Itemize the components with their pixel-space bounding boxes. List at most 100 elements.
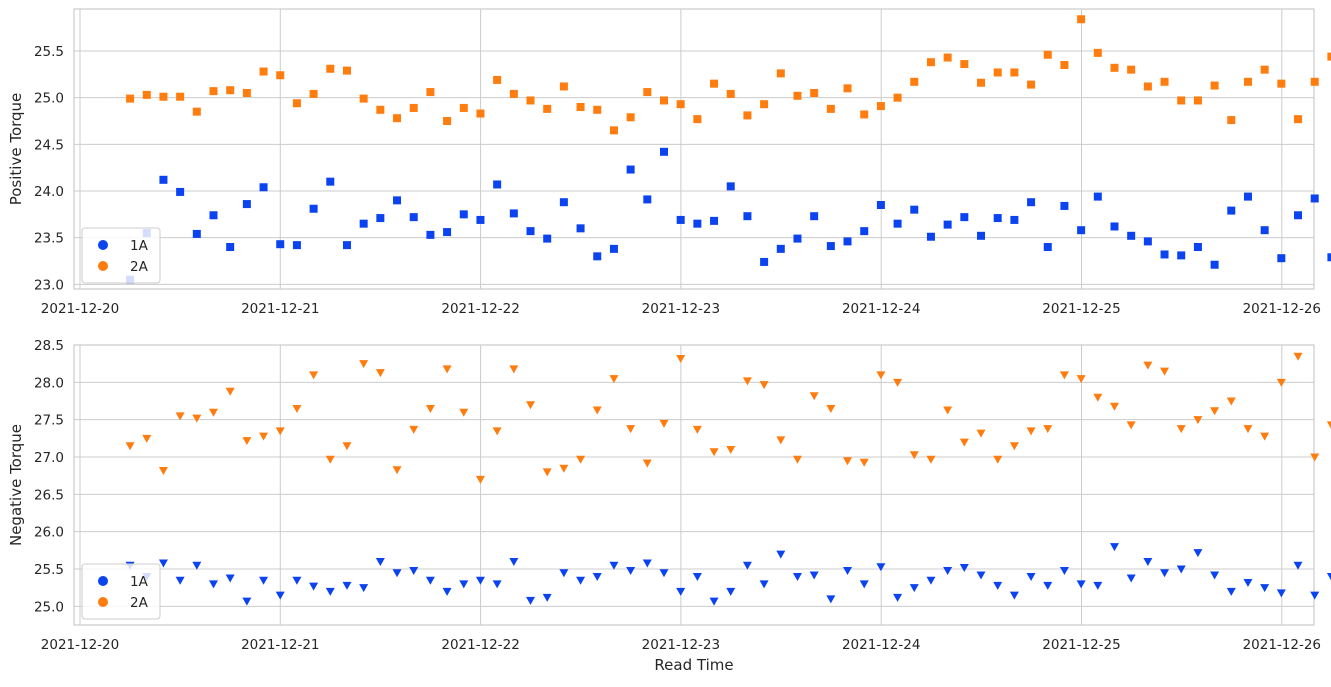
- negative-point-2a: [1027, 427, 1036, 435]
- positive-point-2a: [1277, 80, 1285, 88]
- positive-point-2a: [410, 104, 418, 112]
- positive-point-2a: [710, 80, 718, 88]
- positive-point-1a: [193, 230, 201, 238]
- negative-point-2a: [643, 459, 652, 467]
- positive-point-2a: [527, 96, 535, 104]
- positive-point-1a: [894, 220, 902, 228]
- positive-point-1a: [677, 216, 685, 224]
- positive-x-tick-label: 2021-12-20: [41, 301, 119, 317]
- positive-y-tick-label: 24.0: [34, 184, 64, 200]
- positive-point-2a: [1311, 78, 1319, 86]
- positive-point-1a: [910, 206, 918, 214]
- positive-point-2a: [1294, 115, 1302, 123]
- negative-point-1a: [476, 577, 485, 585]
- positive-point-1a: [1094, 193, 1102, 201]
- positive-point-2a: [560, 82, 568, 90]
- negative-point-2a: [192, 415, 201, 423]
- negative-point-1a: [1193, 549, 1202, 557]
- negative-point-2a: [543, 468, 552, 476]
- negative-point-1a: [509, 558, 518, 566]
- negative-x-tick-label: 2021-12-22: [441, 637, 519, 653]
- negative-point-1a: [943, 567, 952, 575]
- negative-point-1a: [326, 588, 335, 596]
- negative-point-2a: [443, 365, 452, 373]
- positive-point-1a: [1027, 198, 1035, 206]
- positive-point-2a: [1261, 66, 1269, 74]
- negative-point-1a: [409, 567, 418, 575]
- positive-legend-label-1a: 1A: [130, 238, 149, 254]
- negative-legend-label-2a: 2A: [130, 595, 149, 611]
- positive-point-1a: [1194, 243, 1202, 251]
- positive-point-2a: [977, 79, 985, 87]
- positive-point-1a: [1177, 251, 1185, 259]
- negative-point-1a: [910, 584, 919, 592]
- positive-point-2a: [743, 111, 751, 119]
- positive-point-2a: [994, 68, 1002, 76]
- positive-y-axis-label: Positive Torque: [7, 93, 25, 206]
- positive-y-tick-label: 25.0: [34, 91, 64, 107]
- negative-point-2a: [426, 405, 435, 413]
- positive-point-2a: [593, 106, 601, 114]
- negative-point-1a: [810, 571, 819, 579]
- positive-point-2a: [760, 100, 768, 108]
- negative-point-2a: [1060, 371, 1069, 379]
- positive-point-1a: [1110, 222, 1118, 230]
- negative-point-1a: [1077, 580, 1086, 588]
- negative-point-1a: [493, 580, 502, 588]
- positive-point-1a: [1311, 194, 1319, 202]
- negative-point-1a: [1143, 558, 1152, 566]
- positive-point-1a: [810, 212, 818, 220]
- positive-point-2a: [1027, 81, 1035, 89]
- negative-point-2a: [409, 426, 418, 434]
- negative-point-1a: [1060, 567, 1069, 575]
- negative-point-1a: [643, 560, 652, 568]
- negative-point-1a: [376, 558, 385, 566]
- positive-y-tick-label: 25.5: [34, 44, 64, 60]
- negative-x-tick-label: 2021-12-24: [842, 637, 920, 653]
- negative-point-2a: [242, 437, 251, 445]
- positive-point-1a: [1161, 250, 1169, 258]
- positive-point-2a: [693, 115, 701, 123]
- positive-point-1a: [927, 233, 935, 241]
- positive-point-2a: [894, 94, 902, 102]
- positive-point-1a: [410, 213, 418, 221]
- negative-point-1a: [1277, 589, 1286, 597]
- negative-point-1a: [860, 580, 869, 588]
- positive-point-2a: [727, 90, 735, 98]
- negative-legend-marker-1a: [98, 576, 108, 586]
- positive-point-1a: [176, 188, 184, 196]
- negative-point-2a: [977, 430, 986, 438]
- negative-x-tick-label: 2021-12-26: [1243, 637, 1321, 653]
- negative-point-2a: [126, 442, 135, 450]
- negative-point-2a: [1010, 442, 1019, 450]
- negative-point-2a: [142, 435, 151, 443]
- negative-point-2a: [910, 451, 919, 459]
- positive-point-1a: [1327, 253, 1331, 261]
- negative-point-1a: [1027, 573, 1036, 581]
- positive-point-1a: [310, 205, 318, 213]
- positive-point-2a: [577, 103, 585, 111]
- negative-point-2a: [1327, 421, 1331, 429]
- negative-point-1a: [1093, 582, 1102, 590]
- positive-point-2a: [793, 92, 801, 100]
- negative-point-2a: [710, 448, 719, 456]
- negative-point-2a: [1093, 394, 1102, 402]
- positive-point-1a: [860, 227, 868, 235]
- positive-point-1a: [743, 212, 751, 220]
- positive-point-2a: [1110, 64, 1118, 72]
- positive-point-1a: [577, 224, 585, 232]
- negative-y-tick-label: 25.0: [34, 599, 64, 615]
- negative-point-1a: [226, 574, 235, 582]
- positive-point-1a: [827, 242, 835, 250]
- positive-point-1a: [627, 166, 635, 174]
- negative-point-1a: [309, 583, 318, 591]
- negative-point-2a: [526, 401, 535, 409]
- negative-point-1a: [960, 564, 969, 572]
- positive-point-1a: [393, 196, 401, 204]
- positive-point-1a: [243, 200, 251, 208]
- negative-point-2a: [309, 371, 318, 379]
- positive-point-1a: [777, 245, 785, 253]
- negative-point-2a: [209, 409, 218, 417]
- negative-point-1a: [693, 573, 702, 581]
- negative-point-2a: [1260, 433, 1269, 441]
